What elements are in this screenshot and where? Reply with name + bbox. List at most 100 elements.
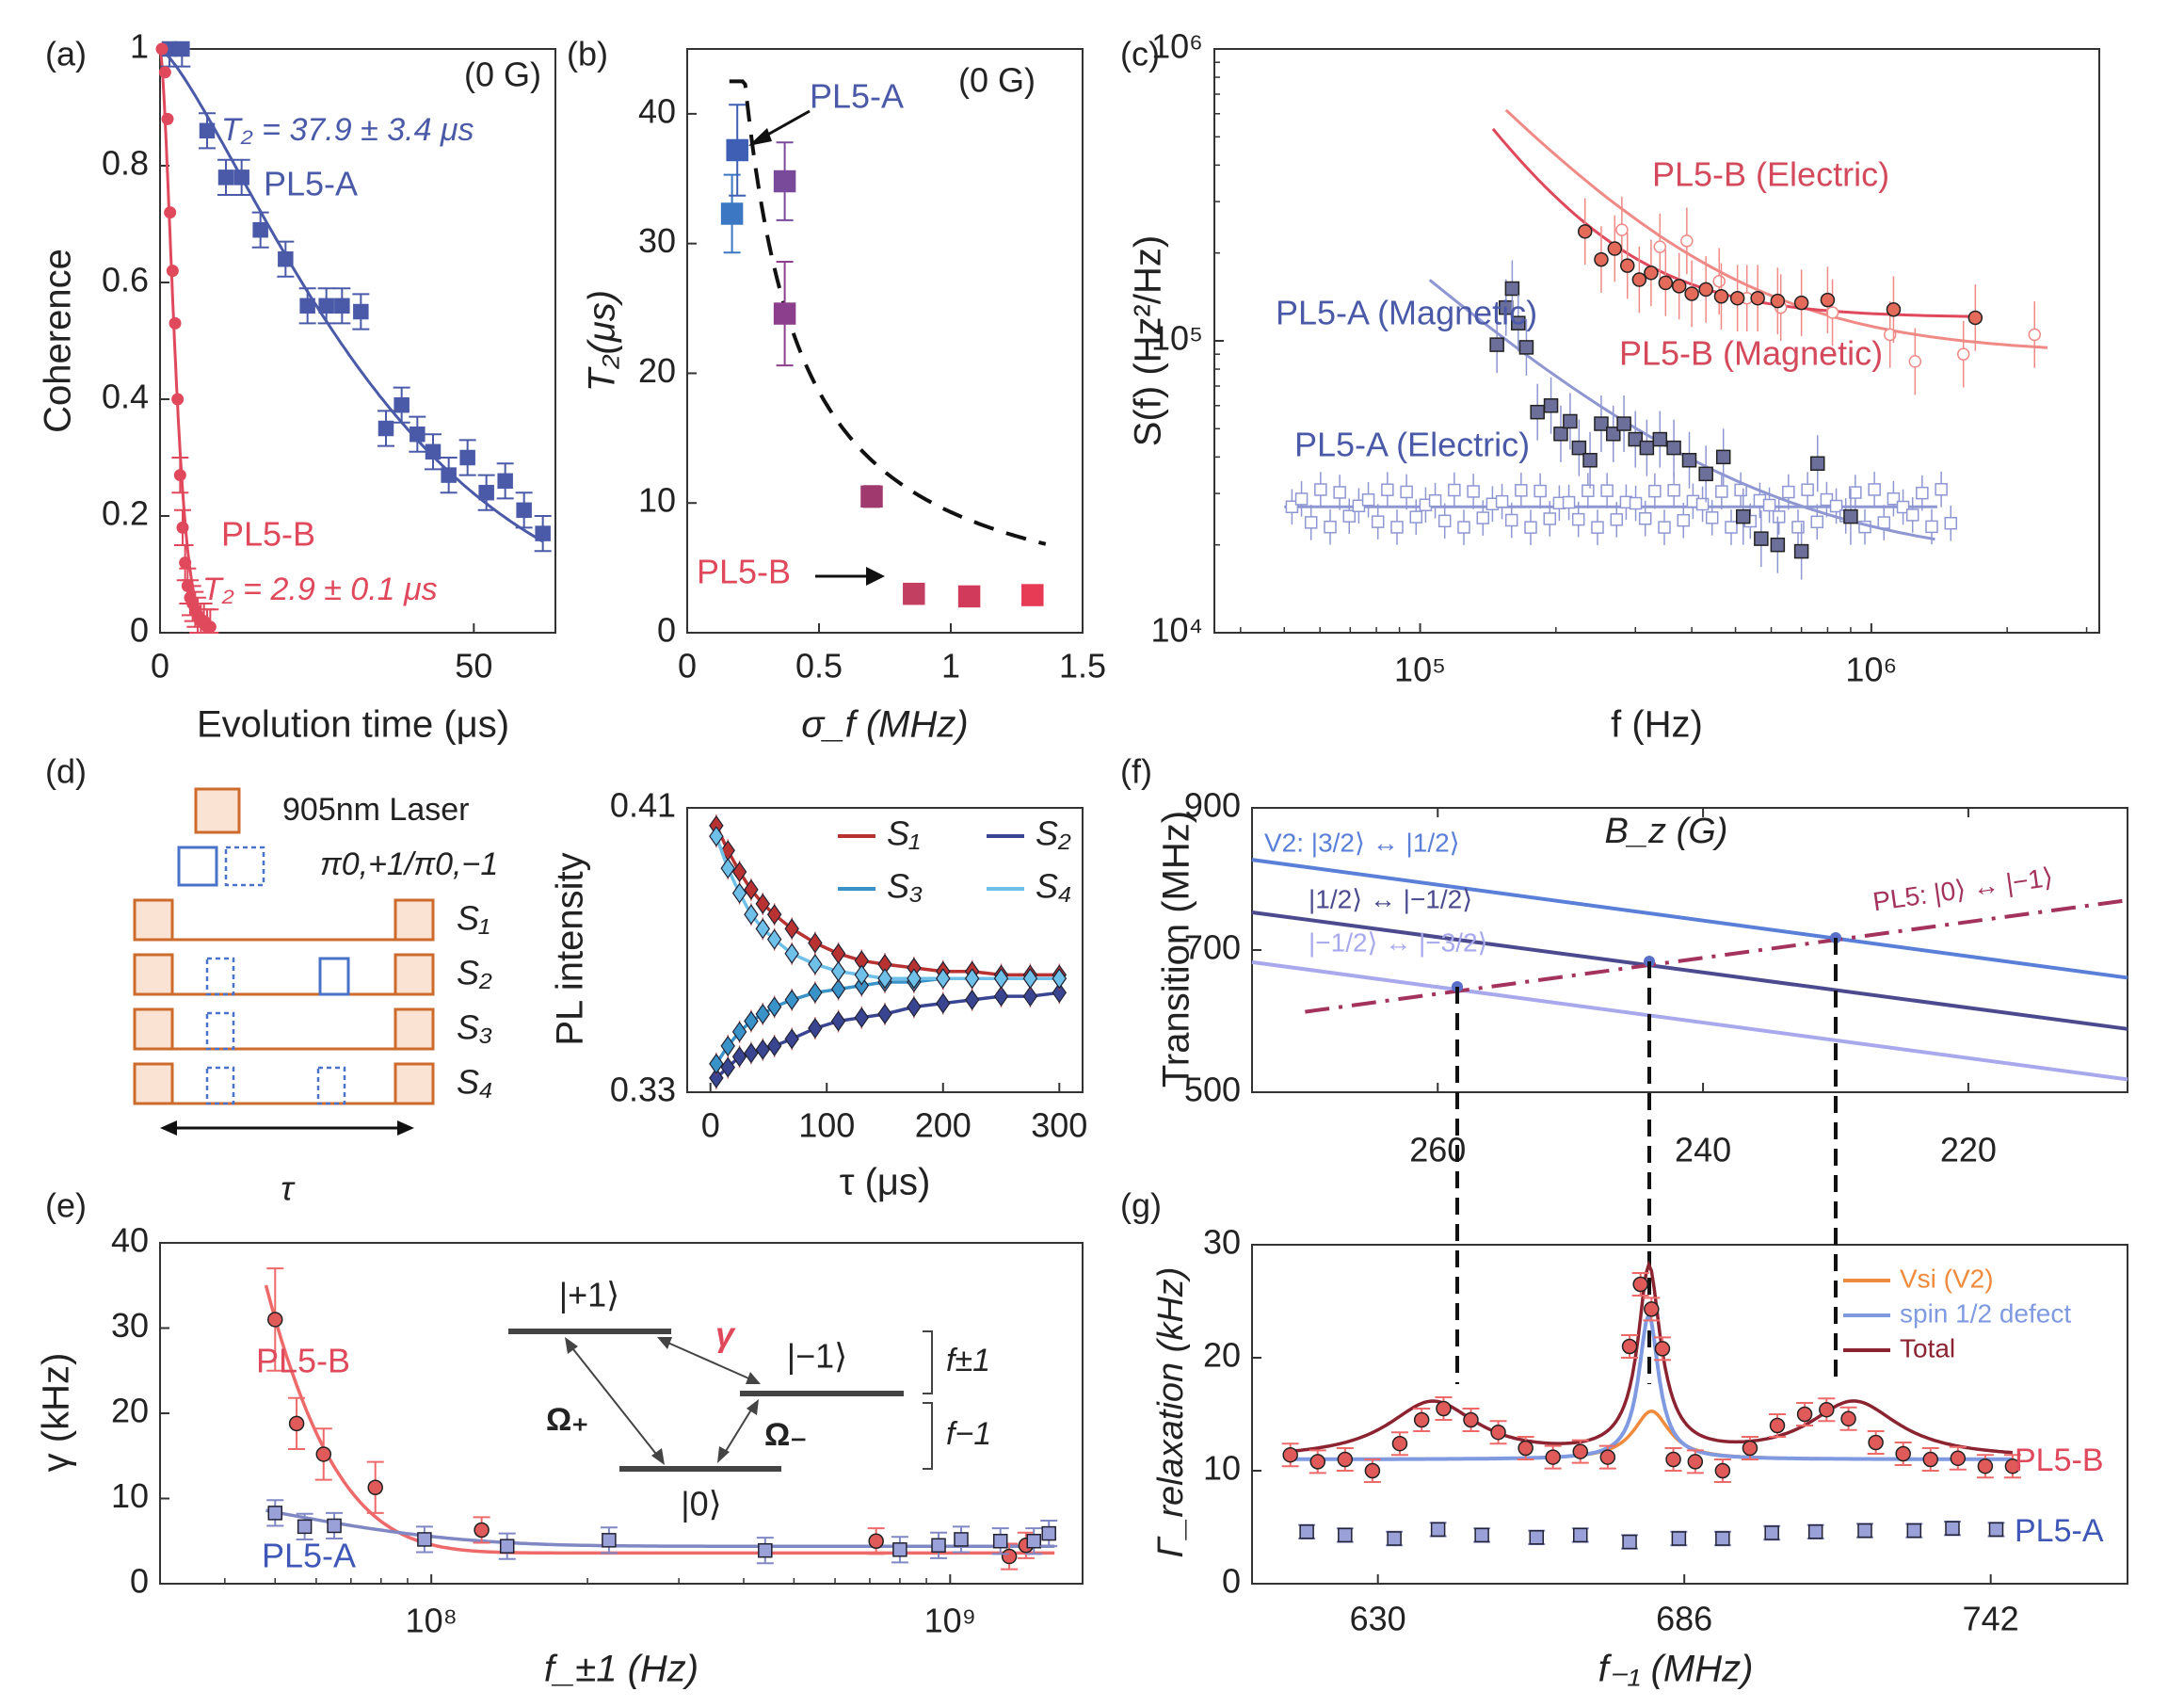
data-point (1022, 986, 1038, 1007)
y-tick-label: 30 (111, 1306, 149, 1345)
data-point-pl5a-electric (1504, 513, 1518, 527)
data-point (877, 1003, 892, 1024)
tau-label: τ (281, 1169, 296, 1208)
data-point-pl5b (1687, 1454, 1704, 1470)
series-label-pl5b: PL5-B (221, 515, 315, 554)
y-tick-label: 10 (1203, 1449, 1241, 1488)
data-point-pl5a-electric (1648, 484, 1662, 498)
data-point (993, 968, 1009, 990)
x-tick-label: 742 (1963, 1600, 2019, 1638)
data-point-pl5a-magnetic (1616, 416, 1631, 431)
data-point-pl5a-magnetic (1594, 416, 1609, 431)
data-point-pl5a (1299, 1524, 1314, 1539)
legend-pi-label: π0,+1/π0,−1 (320, 846, 498, 882)
x-tick-label: 0 (678, 647, 697, 685)
pi-pulse-dashed (205, 1066, 235, 1105)
data-point-pl5b-magnetic (1684, 286, 1699, 301)
pi-pulse-dashed (205, 957, 235, 996)
data-point-pl5a-electric (1877, 516, 1891, 529)
panel-label: (g) (1120, 1186, 1162, 1225)
data-point-pl5a (758, 1542, 773, 1558)
y-tick-label: 0.4 (102, 378, 149, 416)
data-point-pl5a-electric (1304, 516, 1318, 529)
data-point-pl5b (173, 469, 186, 482)
level-label-zero: |0⟩ (681, 1485, 721, 1523)
data-point-pl5b (158, 66, 171, 79)
data-point-pl5b (203, 620, 217, 634)
data-point-pl5a (417, 1532, 432, 1547)
data-point-pl5a-electric (1629, 496, 1643, 510)
data-point-pl5a-electric (1476, 511, 1490, 524)
fit-label-pl5a: T₂ = 37.9 ± 3.4 μs (221, 112, 474, 148)
data-point-pl5b (1599, 1449, 1616, 1465)
data-point-pl5b (1977, 1458, 1994, 1474)
data-point-pl5b-electric (1883, 328, 1897, 342)
data-point-pl5a-magnetic (1518, 340, 1534, 355)
y-tick-label: 900 (1184, 786, 1241, 825)
data-point-pl5a-electric (1887, 491, 1901, 506)
legend-label: Vsi (V2) (1900, 1264, 1994, 1293)
data-point-pl5a-electric (1810, 515, 1824, 529)
data-point (773, 302, 796, 325)
panel-label: (c) (1120, 35, 1160, 73)
data-point-pl5a-electric (1820, 492, 1834, 507)
data-point-pl5b-electric (1680, 234, 1694, 248)
data-point (877, 968, 892, 990)
data-point (731, 1046, 747, 1068)
sequence-row-label: S₃ (457, 1008, 492, 1047)
data-point-pl5b-electric (1908, 355, 1922, 368)
data-point-pl5b-electric (1956, 347, 1970, 361)
data-point-pl5a-electric (1782, 485, 1795, 499)
data-point (744, 878, 759, 900)
data-point-pl5a-electric (1925, 520, 1938, 534)
x-tick-label: 0.5 (795, 647, 843, 685)
data-point-pl5b (1665, 1451, 1681, 1468)
data-point-pl5b (868, 1533, 884, 1549)
data-point-pl5a-electric (1868, 483, 1881, 496)
data-point-pl5b (161, 112, 174, 125)
data-point-pl5b (1413, 1411, 1430, 1428)
data-point-pl5a-electric (1400, 485, 1413, 499)
x-tick-label: 630 (1350, 1600, 1406, 1638)
data-point-pl5a-magnetic (1571, 440, 1587, 456)
data-point (744, 1042, 759, 1064)
data-point-pl5a-electric (1524, 521, 1537, 534)
data-point-pl5b-magnetic (1577, 224, 1593, 239)
data-point-pl5b (1868, 1434, 1884, 1451)
x-tick-label: 200 (915, 1106, 972, 1145)
data-point-pl5b (1632, 1276, 1648, 1293)
data-point (808, 982, 823, 1004)
arrow-omega-plus (569, 1344, 660, 1458)
panel-d-ylabel: PL intensity (550, 852, 591, 1045)
data-point-pl5a (393, 396, 410, 413)
data-point-pl5a-magnetic (1563, 413, 1578, 429)
data-point (709, 1053, 724, 1074)
data-point-pl5a-electric (1409, 510, 1423, 524)
data-point-pl5a-electric (1294, 492, 1309, 506)
data-point (720, 858, 735, 879)
legend-label: S₄ (1036, 867, 1071, 906)
data-point-pl5a-electric (1515, 484, 1528, 497)
data-point-pl5a-electric (1849, 486, 1862, 499)
data-point (784, 989, 799, 1010)
panel-c-xlabel: f (Hz) (1611, 704, 1703, 746)
data-point-pl5a-electric (1677, 513, 1691, 527)
data-point-pl5a-electric (1734, 483, 1747, 497)
y-tick-label: 10⁴ (1150, 611, 1203, 650)
series-label-pl5a-magnetic: PL5-A (Magnetic) (1276, 294, 1537, 332)
series-label-pl5b: PL5-B (2015, 1442, 2104, 1478)
data-point-pl5a-magnetic (1553, 427, 1568, 442)
data-point (993, 986, 1009, 1007)
data-point-pl5b (1950, 1450, 1967, 1467)
rate-label-omega-minus: Ω₋ (764, 1417, 807, 1453)
data-point (907, 996, 922, 1018)
data-point-pl5a (441, 467, 457, 483)
arrowhead (657, 1337, 672, 1349)
panel-d-xlabel: τ (μs) (840, 1162, 931, 1203)
data-point (726, 138, 748, 162)
data-point-pl5a-electric (1705, 511, 1719, 524)
data-point-pl5a (1807, 1524, 1823, 1539)
sequence-row-label: S₁ (457, 899, 490, 938)
pi-pulse-dashed (205, 1011, 235, 1051)
